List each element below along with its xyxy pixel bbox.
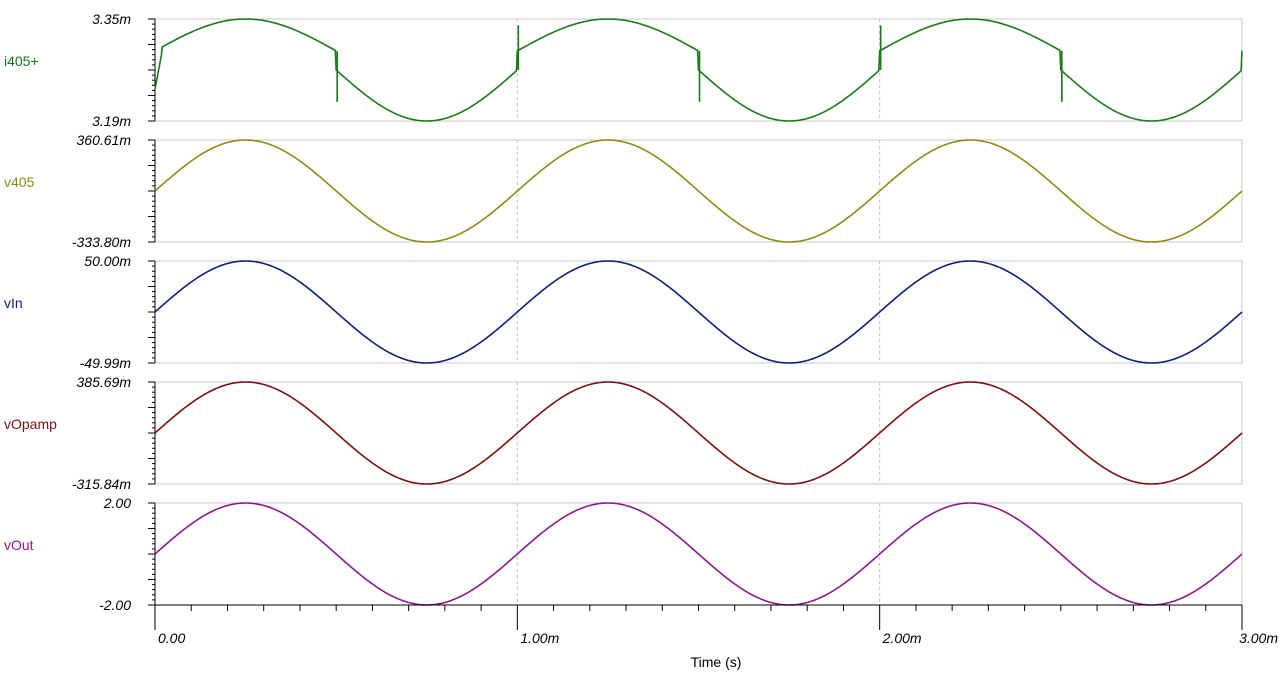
panel-vIn: 50.00m -49.99m vIn <box>4 253 1243 371</box>
y-min-label: -315.84m <box>72 476 131 492</box>
y-max-label: 360.61m <box>77 132 132 148</box>
series-line-vIn <box>154 260 1243 364</box>
panel-i405+: 3.35m 3.19m i405+ <box>4 11 1243 129</box>
panel-vOpamp: 385.69m -315.84m vOpamp <box>4 374 1243 492</box>
y-min-label: -2.00 <box>99 597 131 613</box>
chart-panels: 3.35m 3.19m i405+ 360.61m -333.80m v405 50.00m… <box>4 11 1243 613</box>
y-max-label: 2.00 <box>103 495 131 511</box>
x-tick-label: 1.00m <box>520 630 559 646</box>
x-tick-label: 3.00m <box>1239 630 1278 646</box>
series-name: v405 <box>4 174 35 190</box>
x-axis: 0.00 1.00m 2.00m 3.00m <box>154 604 1278 646</box>
y-max-label: 385.69m <box>77 374 132 390</box>
series-name: i405+ <box>4 53 39 69</box>
y-min-label: -49.99m <box>80 355 132 371</box>
series-name: vIn <box>4 295 23 311</box>
series-name: vOut <box>4 537 34 553</box>
y-max-label: 50.00m <box>84 253 131 269</box>
series-line-i405+ <box>154 18 1243 122</box>
y-min-label: 3.19m <box>92 113 131 129</box>
x-tick-label: 2.00m <box>882 630 922 646</box>
panel-v405: 360.61m -333.80m v405 <box>4 132 1243 250</box>
series-line-vOut <box>154 502 1243 606</box>
y-max-label: 3.35m <box>92 11 131 27</box>
x-tick-label: 0.00 <box>158 630 185 646</box>
series-line-v405 <box>154 139 1243 243</box>
y-min-label: -333.80m <box>72 234 131 250</box>
series-line-vOpamp <box>154 381 1243 485</box>
x-axis-title: Time (s) <box>691 654 742 670</box>
series-name: vOpamp <box>4 416 57 432</box>
panel-vOut: 2.00 -2.00 vOut <box>4 495 1243 613</box>
